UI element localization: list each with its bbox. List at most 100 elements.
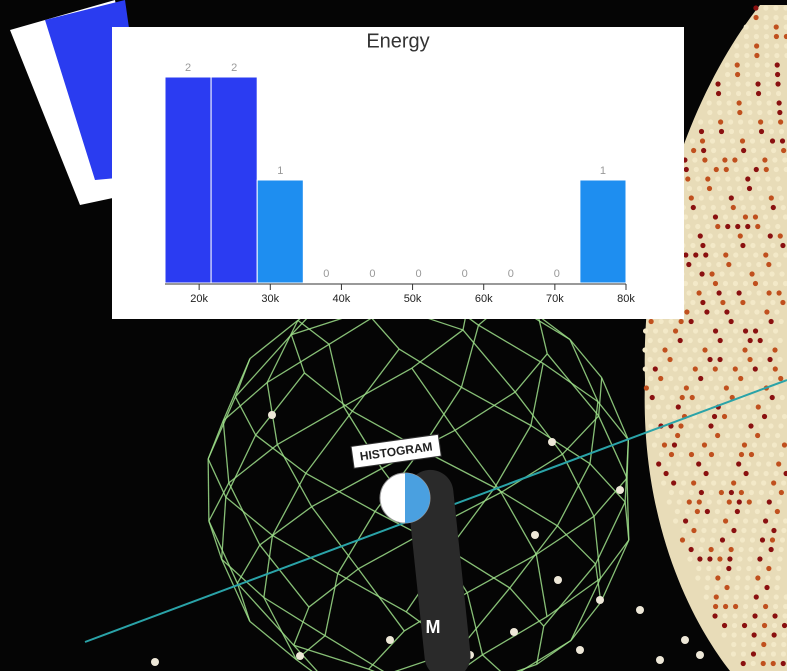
cloud-point [712, 613, 718, 619]
x-tick-label: 50k [404, 293, 422, 305]
cloud-point [770, 242, 776, 249]
cloud-point [686, 461, 692, 467]
cloud-point [726, 185, 733, 192]
cloud-point [730, 242, 736, 249]
bar [164, 76, 212, 284]
cloud-point [721, 622, 728, 629]
cloud-point [736, 290, 742, 296]
cloud-point [741, 442, 748, 448]
cloud-point [665, 404, 671, 410]
cloud-point [760, 299, 766, 306]
wire [494, 487, 558, 527]
cloud-point [696, 261, 702, 268]
cloud-point [758, 451, 765, 458]
cloud-point [755, 90, 762, 97]
cloud-point [761, 632, 767, 638]
cloud-point [756, 185, 763, 192]
cloud-point [716, 185, 723, 192]
cloud-point [783, 33, 787, 40]
cloud-point [750, 204, 756, 211]
cloud-point [782, 214, 787, 220]
cloud-point [687, 556, 693, 562]
cloud-point [743, 252, 749, 258]
cloud-point [750, 651, 757, 657]
cloud-point [727, 337, 733, 344]
cloud-point [736, 185, 743, 192]
cloud-point [701, 480, 707, 486]
cloud-point [697, 556, 703, 562]
cloud-point [778, 318, 784, 325]
cloud-point [715, 81, 721, 87]
cloud-point [672, 347, 678, 353]
cloud-point [764, 43, 770, 49]
cloud-point [761, 413, 768, 420]
cloud-point [703, 385, 709, 391]
cloud-point [737, 109, 743, 116]
cloud-point [758, 489, 764, 496]
wire [569, 339, 599, 402]
cloud-point [691, 480, 697, 486]
cloud-point [708, 318, 714, 325]
cloud-point [744, 52, 750, 59]
cloud-point [708, 489, 714, 496]
cloud-point [741, 480, 747, 486]
wire [234, 334, 292, 398]
cloud-point [752, 280, 759, 287]
wire [222, 382, 268, 422]
cloud-point [725, 575, 731, 581]
wire [593, 516, 602, 579]
wire [509, 587, 545, 627]
cloud-point [689, 537, 696, 543]
cloud-point [671, 480, 677, 486]
cloud-point [698, 128, 705, 135]
cloud-point [672, 518, 679, 524]
cloud-point [706, 565, 712, 572]
cloud-point [760, 651, 767, 657]
cloud-point [753, 166, 759, 173]
cloud-point [651, 442, 658, 448]
cloud-point [725, 404, 731, 410]
cloud-point [746, 100, 752, 106]
wire [271, 472, 307, 536]
cloud-point [777, 337, 783, 344]
cloud-point [748, 451, 755, 458]
cloud-point [692, 157, 698, 163]
cloud-point [708, 119, 714, 125]
white-point [596, 596, 604, 604]
cloud-point [730, 204, 736, 211]
cloud-point [752, 518, 759, 524]
cloud-point [745, 81, 751, 87]
wire [461, 386, 532, 427]
cloud-point [673, 385, 679, 391]
cloud-point [770, 299, 776, 306]
wire [357, 568, 405, 632]
cloud-point [778, 546, 784, 553]
wire [466, 553, 537, 594]
cloud-point [731, 632, 737, 638]
cloud-point [688, 195, 694, 201]
cloud-point [692, 347, 698, 353]
cloud-point [692, 280, 699, 287]
cloud-point [761, 527, 767, 534]
cloud-point [762, 613, 768, 619]
cloud-point [740, 204, 746, 211]
cloud-point [754, 43, 760, 49]
cloud-point [701, 442, 708, 448]
cloud-point [734, 43, 740, 49]
cloud-point [742, 613, 748, 619]
cloud-point [754, 71, 761, 78]
cloud-point [767, 356, 773, 363]
cloud-point [770, 651, 777, 657]
cloud-point [783, 594, 787, 600]
cloud-point [755, 223, 761, 230]
cloud-point [671, 413, 678, 420]
cloud-point [773, 470, 779, 477]
cloud-point [743, 594, 749, 600]
cloud-point [685, 404, 691, 410]
cloud-point [732, 613, 738, 619]
cloud-point [742, 280, 749, 287]
cloud-point [696, 499, 702, 505]
cloud-point [770, 660, 776, 667]
cloud-point [657, 356, 663, 363]
cloud-point [758, 375, 764, 382]
